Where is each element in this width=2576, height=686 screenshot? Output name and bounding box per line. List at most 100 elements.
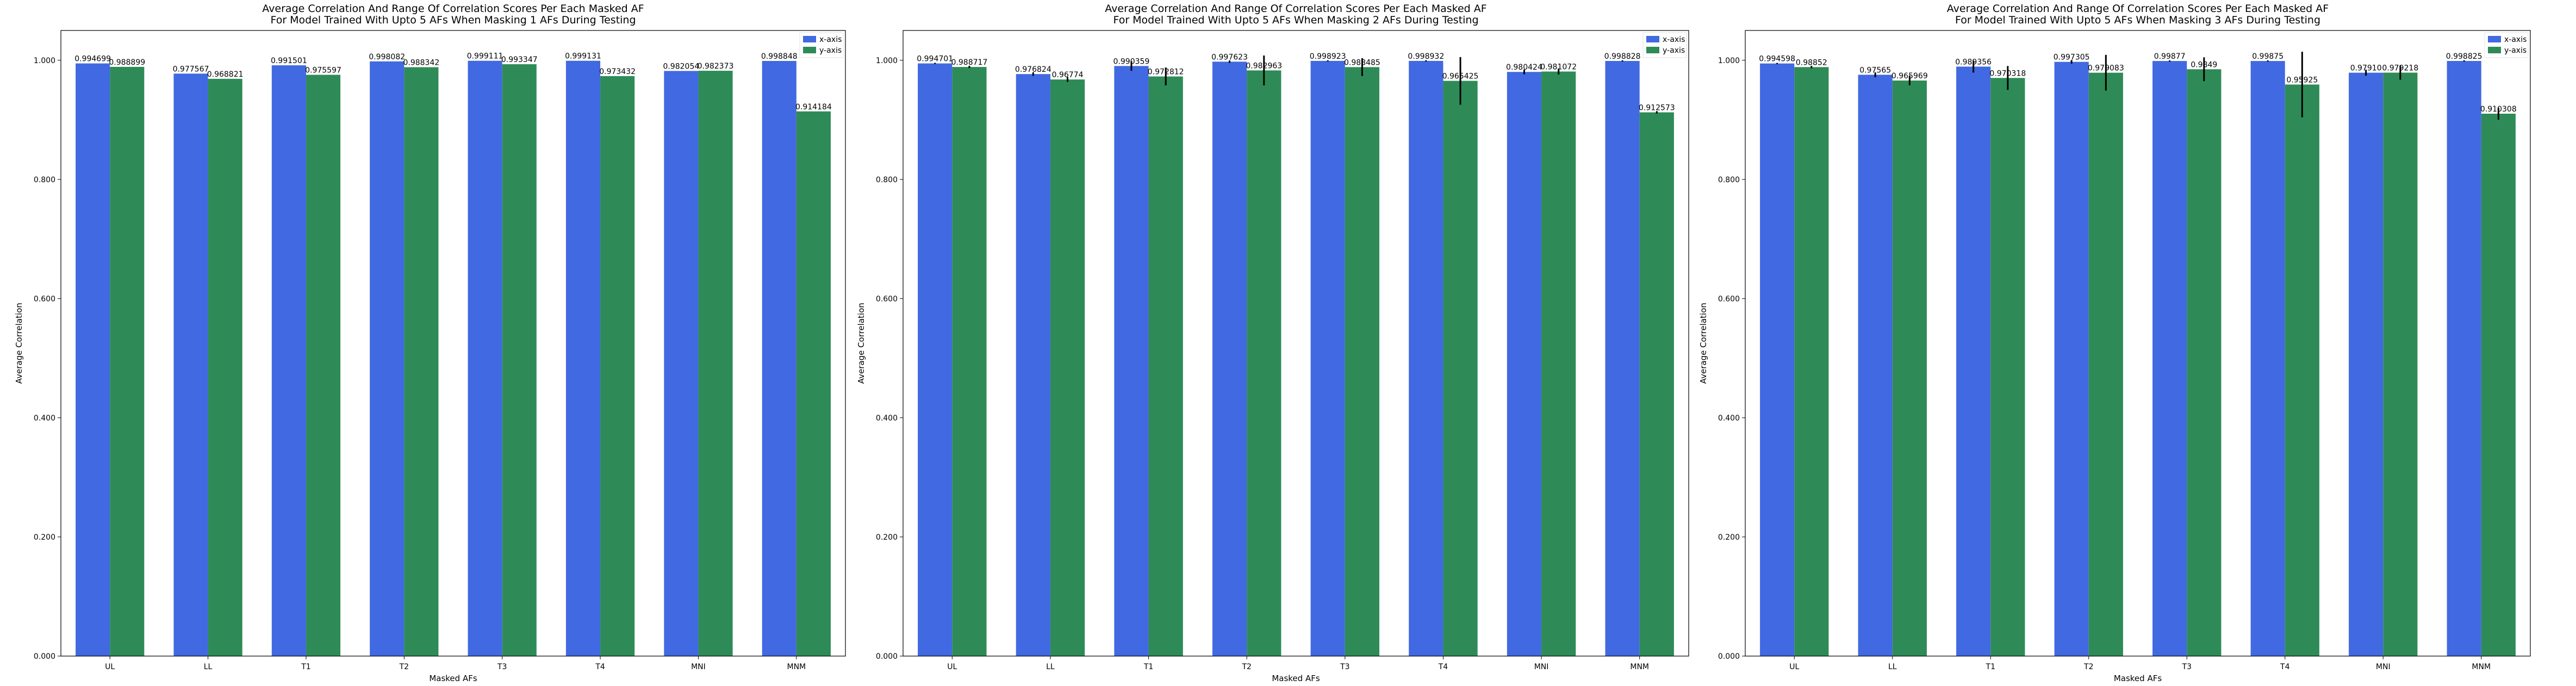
y-tick-label-0.400: 0.400 [1718,414,1740,423]
bar-x-axis-T4 [2250,61,2285,656]
legend-label-y-axis: y-axis [2504,46,2527,55]
y-tick-label-1.000: 1.000 [34,57,55,65]
data-label-y-axis-T4: 0.973432 [599,67,636,76]
data-label-y-axis-MNI: 0.979218 [2382,64,2418,73]
legend-swatch-x-axis [2488,36,2501,42]
bar-y-axis-T2 [2088,72,2123,656]
x-tick-label-T2: T2 [2083,663,2093,671]
legend-swatch-y-axis [803,47,816,53]
bar-y-axis-T4 [2285,84,2319,657]
x-tick-label-T4: T4 [2280,663,2290,671]
chart-panel-3: Average Correlation And Range Of Correla… [1698,3,2531,683]
y-tick-label-0.000: 0.000 [34,652,55,661]
bar-x-axis-T2 [1212,61,1247,657]
bar-y-axis-T3 [502,64,537,656]
bar-x-axis-MNI [664,71,699,657]
bar-y-axis-T1 [1148,76,1183,656]
bar-x-axis-MNI [1507,72,1542,657]
chart-title-line-2: For Model Trained With Upto 5 AFs When M… [270,14,636,26]
data-label-x-axis-T1: 0.990359 [1113,57,1150,66]
y-axis-label: Average Correlation [14,302,24,384]
x-tick-label-T4: T4 [1438,663,1448,671]
data-label-y-axis-T1: 0.975597 [305,66,341,75]
legend: x-axis y-axis [2484,32,2529,58]
bar-y-axis-T1 [1990,78,2025,657]
data-label-y-axis-MNM: 0.910308 [2480,105,2517,114]
bar-y-axis-UL [952,67,987,656]
data-label-y-axis-UL: 0.988899 [109,58,145,67]
x-tick-label-T4: T4 [595,663,605,671]
plot-frame [60,30,846,657]
x-tick-label-UL: UL [947,663,957,671]
data-label-x-axis-MNM: 0.998828 [1604,52,1641,61]
x-tick-label-LL: LL [204,663,213,671]
bar-y-axis-UL [110,66,145,656]
bar-x-axis-MNI [2349,72,2384,657]
data-label-y-axis-T3: 0.993347 [501,55,538,64]
bar-x-axis-T4 [1409,60,1443,656]
y-tick-label-0.600: 0.600 [876,295,898,304]
x-axis-label: Masked AFs [429,673,477,683]
legend-label-x-axis: x-axis [1663,35,1685,44]
y-tick-label-0.600: 0.600 [34,295,55,304]
data-label-y-axis-T3: 0.9849 [2191,60,2217,69]
bar-x-axis-T1 [1114,66,1149,657]
data-label-y-axis-T1: 0.970318 [1989,69,2026,78]
bar-y-axis-T3 [2187,69,2222,656]
data-label-x-axis-T1: 0.989356 [1955,58,1992,66]
data-label-y-axis-T4: 0.965425 [1442,72,1479,81]
data-label-y-axis-MNI: 0.982373 [698,62,734,71]
bar-y-axis-T1 [306,75,341,656]
data-label-y-axis-T4: 0.95925 [2286,76,2318,84]
bar-y-axis-LL [208,78,242,656]
legend-label-y-axis: y-axis [1663,46,1685,55]
data-label-x-axis-T1: 0.991501 [271,57,307,65]
x-tick-label-MNM: MNM [787,663,806,671]
data-label-x-axis-T3: 0.99877 [2154,52,2186,61]
data-label-x-axis-LL: 0.976824 [1015,65,1051,74]
chart-title-line-1: Average Correlation And Range Of Correla… [1947,3,2329,15]
x-tick-label-UL: UL [105,663,115,671]
bar-y-axis-T2 [404,67,439,657]
bar-x-axis-LL [173,73,208,656]
y-tick-label-0.800: 0.800 [34,176,55,184]
data-label-x-axis-T4: 0.998932 [1408,52,1444,61]
plot-frame [1745,30,2531,657]
bar-x-axis-T4 [565,60,601,657]
data-label-x-axis-UL: 0.994598 [1759,55,1795,64]
data-label-x-axis-UL: 0.994699 [74,55,111,64]
bar-x-axis-UL [918,63,953,657]
x-tick-label-MNI: MNI [691,663,706,671]
data-label-y-axis-T3: 0.988485 [1344,58,1380,67]
data-label-y-axis-MNM: 0.914184 [795,103,832,112]
data-label-x-axis-MNI: 0.97910 [2350,64,2382,73]
x-tick-label-MNI: MNI [1534,663,1549,671]
data-label-x-axis-MNM: 0.998825 [2446,52,2482,61]
bar-y-axis-T4 [600,76,635,656]
bar-y-axis-MNI [2383,72,2418,656]
y-tick-label-0.200: 0.200 [1718,533,1740,542]
legend-swatch-x-axis [1646,36,1659,42]
bar-x-axis-LL [1016,74,1050,656]
chart-title-line-2: For Model Trained With Upto 5 AFs When M… [1955,14,2320,26]
y-tick-label-0.400: 0.400 [34,414,55,423]
x-tick-label-T3: T3 [1340,663,1349,671]
data-label-y-axis-LL: 0.968821 [207,70,244,79]
y-tick-label-1.000: 1.000 [1718,57,1740,65]
y-tick-label-1.000: 1.000 [876,57,898,65]
data-label-y-axis-T2: 0.982963 [1246,61,1282,70]
bar-y-axis-T3 [1345,67,1380,657]
bar-y-axis-LL [1050,79,1085,657]
data-label-x-axis-T3: 0.999111 [467,52,503,61]
data-label-x-axis-T4: 0.999131 [565,52,601,61]
x-tick-label-T2: T2 [1241,663,1251,671]
bar-x-axis-MNM [762,61,797,656]
data-label-y-axis-T2: 0.979083 [2088,64,2124,73]
x-tick-label-T1: T1 [1986,663,1995,671]
data-label-x-axis-LL: 0.977567 [173,65,209,73]
data-label-x-axis-T4: 0.99875 [2252,52,2283,61]
data-label-x-axis-LL: 0.97565 [1859,66,1891,75]
x-tick-label-T3: T3 [497,663,507,671]
bar-x-axis-T3 [468,60,502,656]
bar-x-axis-UL [1760,63,1795,657]
